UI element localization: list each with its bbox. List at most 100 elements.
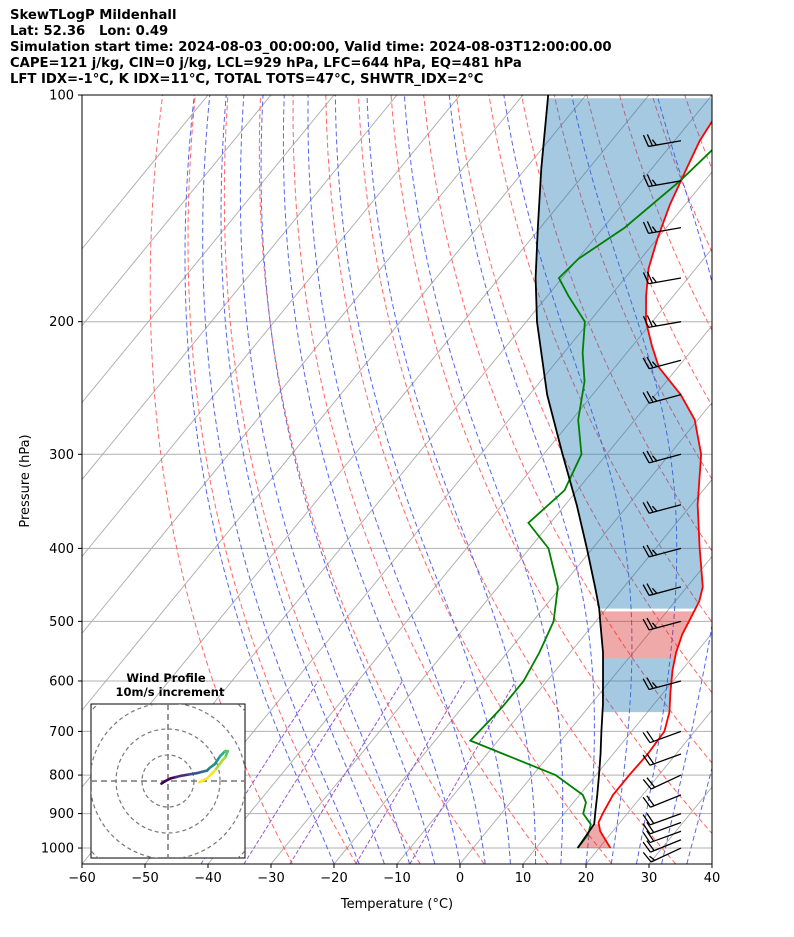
wind-barb [642, 839, 682, 853]
isotherm-line [144, 171, 712, 864]
wind-barb-flag [646, 501, 654, 513]
wind-barb-flag [642, 778, 652, 790]
mixing-ratio-line [200, 680, 319, 864]
wind-barb-flag [642, 392, 650, 404]
wind-barb-staff [648, 321, 682, 329]
wind-barb-flag [646, 356, 654, 369]
wind-barb-flag [646, 134, 654, 147]
wind-barb-flag [642, 502, 650, 514]
isotherm-line [82, 95, 335, 404]
wind-barb [642, 450, 682, 464]
x-axis-label: Temperature (°C) [340, 897, 453, 912]
wind-barb-flag [646, 391, 654, 403]
isotherm-line [396, 478, 712, 864]
wind-barb-flag [651, 622, 658, 629]
wind-barb-staff [648, 140, 682, 148]
mixing-ratio-line [243, 680, 360, 864]
wind-barb-staff [649, 753, 682, 766]
wind-barb [642, 134, 682, 148]
wind-barb-flag [642, 451, 650, 464]
wind-barb-staff [648, 586, 682, 597]
dry-adiabat-line [325, 95, 613, 864]
wind-barb-flag [642, 221, 650, 234]
wind-barb-staff [648, 547, 682, 558]
wind-barb-flag [646, 315, 654, 327]
moist-adiabat-line [711, 862, 712, 864]
chart-header: SkewTLogP Mildenhall Lat: 52.36 Lon: 0.4… [10, 8, 612, 88]
x-tick-label: −50 [131, 871, 158, 886]
x-tick-label: 10 [515, 871, 532, 886]
hodograph-trace-segment [213, 758, 224, 772]
moist-adiabat-line [686, 766, 712, 864]
wind-barb-flag [646, 677, 654, 689]
wind-barb-flag [651, 139, 657, 146]
wind-barb-flag [646, 271, 654, 284]
moist-adiabat-line [239, 95, 411, 864]
wind-barb-flag [651, 682, 658, 688]
wind-barb-flag [646, 812, 655, 824]
y-tick-label: 1000 [41, 842, 74, 857]
y-tick-label: 300 [49, 448, 74, 463]
wind-barb-flag [642, 851, 652, 863]
wind-barb-flag [642, 134, 650, 147]
wind-barb-flag [646, 840, 655, 852]
wind-barb-flag [642, 584, 650, 596]
isotherm-line [82, 95, 461, 558]
wind-barb-flag [642, 754, 651, 766]
wind-barb [642, 812, 682, 826]
wind-barb-staff [648, 620, 682, 631]
wind-barb-staff [649, 821, 682, 835]
wind-barb [642, 617, 682, 631]
sounding-profiles [468, 95, 712, 849]
isotherm-line [207, 248, 712, 864]
hodograph-trace-segment [179, 773, 191, 778]
isotherm-line [775, 95, 794, 864]
wind-barb-flag [642, 678, 650, 690]
moist-adiabat-line [366, 95, 537, 864]
wind-barb-flag [651, 226, 657, 233]
y-tick-label: 900 [49, 807, 74, 822]
wind-barb [642, 730, 682, 744]
wind-barb [642, 174, 682, 188]
wind-barb [642, 391, 682, 404]
wind-barb [642, 774, 682, 790]
wind-barb-flag [642, 814, 651, 826]
wind-barb-flag [646, 753, 655, 765]
wind-barb-flag [646, 450, 654, 463]
wind-barb-flag [646, 221, 654, 233]
wind-barb-flag [651, 361, 658, 368]
mixing-ratio-line [289, 680, 403, 864]
cin-shading [599, 611, 695, 659]
wind-barb-flag [651, 505, 658, 512]
wind-barb [642, 356, 682, 370]
moist-adiabat-line [656, 95, 712, 864]
x-tick-label: −30 [257, 871, 284, 886]
wind-barb-flag [651, 320, 657, 327]
isotherm-line [82, 95, 272, 327]
wind-barb-flag [642, 732, 651, 744]
wind-barb-flag [651, 549, 658, 556]
dry-adiabat-line [717, 95, 794, 864]
wind-barb-staff [648, 680, 682, 691]
wind-barb-flag [642, 796, 651, 808]
wind-barb-flag [651, 179, 657, 186]
wind-barb-staff [650, 847, 682, 863]
x-tick-label: −40 [194, 871, 221, 886]
temperature-profile-line [597, 119, 712, 849]
y-tick-label: 100 [49, 89, 74, 104]
wind-barb-flag [642, 618, 650, 631]
isotherm-line [711, 863, 712, 864]
cape-shading [602, 658, 675, 713]
dry-adiabat-line [783, 95, 794, 864]
wind-barb-flag [646, 821, 655, 833]
hodograph-title: Wind Profile [126, 671, 206, 685]
wind-barb-staff [648, 277, 682, 285]
wind-barb-flag [642, 174, 650, 187]
moist-adiabat-line [503, 95, 633, 864]
wind-barb-flag [642, 831, 651, 843]
y-axis-label: Pressure (hPa) [18, 434, 33, 527]
wind-barb-flag [646, 583, 654, 595]
y-tick-label: 400 [49, 542, 74, 557]
wind-barb [642, 271, 682, 285]
hodograph-trace-segment [205, 769, 217, 780]
